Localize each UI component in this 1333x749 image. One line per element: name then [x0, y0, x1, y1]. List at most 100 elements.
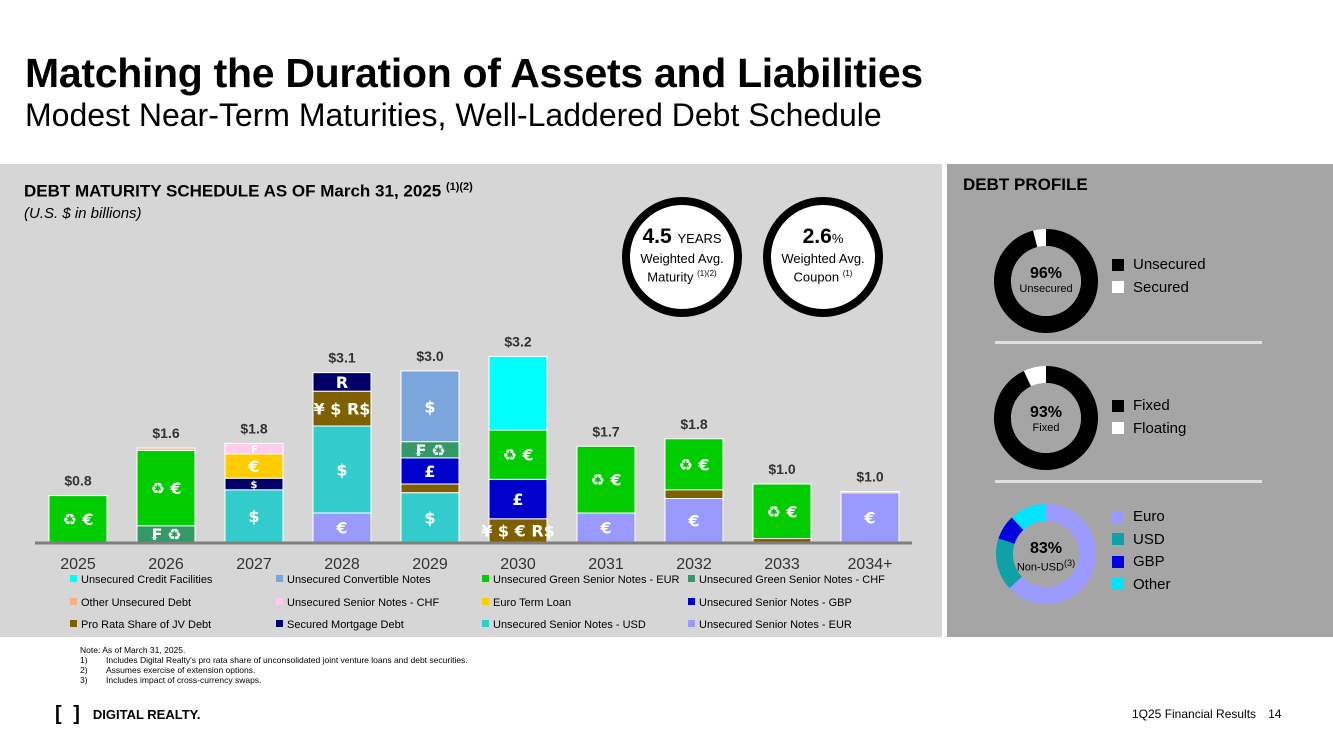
x-tick-label: 2031	[588, 556, 624, 573]
coupon-badge: 2.6% Weighted Avg. Coupon (1)	[763, 197, 883, 317]
bar-segment-symbol: ¥ $ € R$	[481, 521, 555, 540]
bar-segment	[488, 355, 548, 431]
legend-item: Unsecured Senior Notes - EUR	[688, 619, 852, 631]
legend-item: Pro Rata Share of JV Debt	[70, 619, 211, 631]
legend-label: Unsecured Senior Notes - EUR	[699, 619, 852, 631]
x-tick-label: 2026	[148, 556, 184, 573]
legend-swatch	[482, 620, 489, 627]
profile-legend-swatch	[1112, 281, 1124, 293]
bar-segment-symbol: $	[251, 480, 258, 491]
legend-swatch	[70, 575, 77, 582]
bar-segment	[664, 438, 724, 491]
chart-units: (U.S. $ in billions)	[24, 205, 142, 222]
page-subtitle: Modest Near-Term Maturities, Well-Ladder…	[25, 97, 882, 133]
bar-segment-symbol: €	[687, 511, 699, 530]
profile-legend-label: Floating	[1133, 419, 1187, 437]
x-tick-label: 2027	[236, 556, 272, 573]
bar-total-label: $1.6	[152, 425, 179, 441]
bar-segment	[224, 489, 284, 543]
bar-segment-symbol: £	[424, 462, 435, 481]
bar-segment-symbol: $	[248, 507, 259, 526]
footer: 1Q25 Financial Results 14	[1132, 707, 1282, 721]
profile-legend-item: USD	[1112, 531, 1165, 548]
profile-legend-item: Euro	[1112, 508, 1165, 525]
donut-slice	[1009, 504, 1096, 604]
bar-total-label: $0.8	[64, 473, 91, 489]
bar-segment	[576, 512, 636, 543]
legend-label: Unsecured Green Senior Notes - CHF	[699, 574, 885, 586]
bar-segment-symbol: R	[336, 373, 348, 392]
fixed-donut-label: 93% Fixed	[1029, 404, 1063, 434]
unsecured-donut-label: 96% Unsecured	[1019, 265, 1073, 295]
bar-segment-symbol: ¥ $ R$	[314, 400, 371, 419]
footnotes: Note: As of March 31, 2025. 1) Includes D…	[80, 645, 468, 685]
bar-total-label: $1.7	[592, 423, 619, 439]
profile-legend-label: USD	[1133, 530, 1165, 548]
legend-swatch	[688, 575, 695, 582]
x-tick-label: 2029	[412, 556, 448, 573]
company-logo: [ ] DIGITAL REALTY.	[55, 703, 201, 725]
profile-legend-item: Fixed	[1112, 397, 1170, 414]
x-tick-label: 2030	[500, 556, 536, 573]
profile-legend-item: Other	[1112, 576, 1171, 593]
profile-legend-label: Euro	[1133, 508, 1165, 525]
profile-legend-swatch	[1112, 422, 1124, 434]
profile-legend-swatch	[1112, 555, 1124, 568]
bar-segment	[136, 449, 196, 527]
legend-label: Unsecured Senior Notes - USD	[493, 619, 646, 631]
donut-slice	[1023, 366, 1046, 387]
bar-segment-symbol: €	[863, 508, 875, 527]
bar-segment-symbol: €	[335, 519, 347, 538]
currency-donut	[996, 504, 1096, 604]
bar-segment-symbol: $	[424, 508, 435, 527]
maturity-badge: 4.5 YEARS Weighted Avg. Maturity (1)(2)	[622, 197, 742, 317]
profile-title: DEBT PROFILE	[963, 175, 1088, 194]
legend-label: Unsecured Green Senior Notes - EUR	[493, 574, 680, 586]
donut-slice	[1011, 504, 1046, 530]
x-tick-label: 2034+	[848, 556, 893, 573]
x-tick-label: 2033	[764, 556, 800, 573]
profile-legend-label: Fixed	[1133, 397, 1170, 414]
bar-segment	[752, 538, 812, 543]
bar-segment	[400, 457, 460, 485]
legend-item: Secured Mortgage Debt	[276, 619, 404, 631]
legend-item: Euro Term Loan	[482, 597, 571, 609]
profile-legend-item: GBP	[1112, 553, 1165, 570]
bar-total-label: $1.8	[240, 420, 267, 436]
donut-hole	[1011, 383, 1081, 453]
bar-segment-symbol: ♻ €	[150, 479, 181, 498]
donut-hole	[1011, 246, 1081, 316]
x-tick-label: 2028	[324, 556, 360, 573]
bar-segment-symbol: ₣ ♻	[414, 441, 445, 460]
logo-mark-icon: [ ]	[55, 703, 83, 725]
bar-segment	[752, 483, 812, 540]
donut-hole	[1013, 521, 1079, 587]
legend-item: Unsecured Credit Facilities	[70, 574, 212, 586]
bar-total-label: $1.8	[680, 416, 707, 432]
x-tick-label: 2032	[676, 556, 712, 573]
bar-segment	[312, 390, 372, 427]
bar-segment	[664, 498, 724, 543]
legend-swatch	[276, 598, 283, 605]
profile-legend-swatch	[1112, 510, 1124, 523]
profile-legend-item: Unsecured	[1112, 256, 1206, 273]
bar-segment	[136, 447, 196, 451]
legend-label: Euro Term Loan	[493, 597, 572, 609]
donut-slice	[1033, 229, 1046, 248]
page-title: Matching the Duration of Assets and Liab…	[25, 50, 923, 96]
legend-label: Unsecured Senior Notes - GBP	[699, 597, 852, 609]
bar-segment-symbol: ♻ €	[766, 502, 797, 521]
chart-title: DEBT MATURITY SCHEDULE AS OF March 31, 2…	[24, 181, 473, 201]
bar-total-label: $3.0	[416, 348, 443, 364]
bar-segment-symbol: ♻ €	[678, 455, 709, 474]
bar-segment	[576, 445, 636, 514]
donut-slice	[994, 229, 1098, 333]
profile-divider	[995, 341, 1262, 344]
legend-label: Other Unsecured Debt	[81, 597, 192, 609]
bar-segment	[400, 492, 460, 543]
legend-swatch	[482, 575, 489, 582]
bar-segment	[400, 370, 460, 443]
unsecured-donut	[994, 229, 1098, 333]
profile-legend-swatch	[1112, 258, 1124, 271]
profile-legend-swatch	[1112, 399, 1124, 412]
